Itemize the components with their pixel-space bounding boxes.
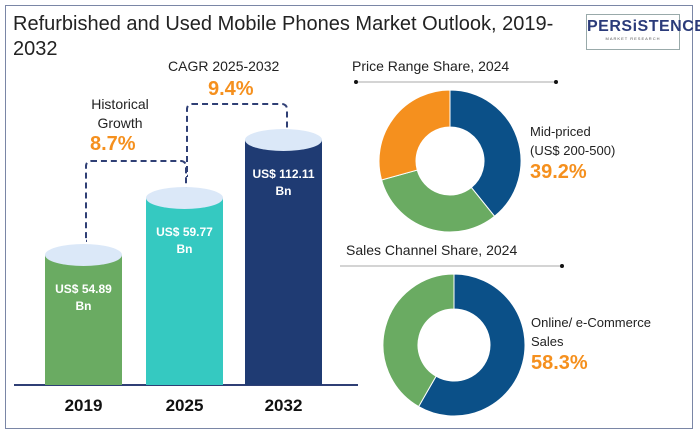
cagr-label: CAGR 2025-2032 xyxy=(168,58,280,74)
cagr-value: 9.4% xyxy=(208,78,254,100)
underline-dot xyxy=(354,80,358,84)
bar-2025 xyxy=(146,198,223,385)
donut-slice xyxy=(380,169,496,233)
sales-channel-title: Sales Channel Share, 2024 xyxy=(346,242,518,258)
x-tick-label: 2032 xyxy=(265,396,303,415)
bar-data-label: US$ 112.11 xyxy=(252,167,314,181)
historical-growth-label: Historical Growth xyxy=(91,96,149,131)
donut-slice xyxy=(449,89,522,217)
price-range-title: Price Range Share, 2024 xyxy=(352,58,510,74)
historical-growth-value: 8.7% xyxy=(90,133,136,155)
donut-slice xyxy=(417,273,526,417)
donut-slice xyxy=(378,89,451,181)
x-tick-label: 2025 xyxy=(166,396,204,415)
bar-data-label: US$ 59.77 xyxy=(156,225,213,239)
bar-data-label: Bn xyxy=(276,184,292,198)
underline-dot xyxy=(560,264,564,268)
bar-top-2025 xyxy=(146,187,223,209)
mid-priced-annotation: Mid-priced (US$ 200-500) 39.2% xyxy=(530,124,616,183)
bar-data-label: Bn xyxy=(76,299,92,313)
online-annotation: Online/ e-Commerce Sales 58.3% xyxy=(531,315,651,374)
chart-title: Refurbished and Used Mobile Phones Marke… xyxy=(13,13,554,60)
bar-2019 xyxy=(45,255,122,385)
frame xyxy=(5,5,693,429)
bar-2032 xyxy=(245,140,322,385)
donut-slice xyxy=(382,273,455,408)
bar-data-label: Bn xyxy=(177,242,193,256)
bar-data-label: US$ 54.89 xyxy=(55,282,112,296)
bar-top-2032 xyxy=(245,129,322,151)
x-tick-label: 2019 xyxy=(65,396,103,415)
logo: PERSiSTENCE MARKET RESEARCH xyxy=(586,14,700,50)
underline-dot xyxy=(554,80,558,84)
bar-top-2019 xyxy=(45,244,122,266)
